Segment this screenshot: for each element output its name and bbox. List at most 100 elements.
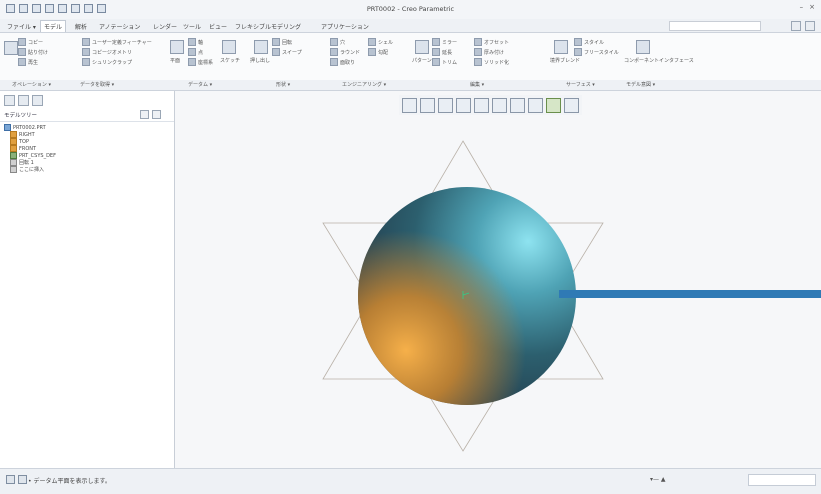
extrude-icon[interactable] (254, 40, 268, 54)
zoom-in-icon[interactable] (420, 97, 435, 113)
group-engineering[interactable]: エンジニアリング ▾ (342, 82, 387, 88)
shrinkwrap-button[interactable]: シュリンクラップ (82, 58, 132, 66)
view-manager-icon[interactable] (510, 97, 525, 113)
tree-show-icon[interactable] (152, 110, 161, 119)
extend-button[interactable]: 延長 (432, 48, 452, 56)
group-get-data[interactable]: データを取得 ▾ (80, 82, 115, 88)
group-shapes[interactable]: 形状 ▾ (276, 82, 291, 88)
tab-annotation[interactable]: アノテーション (99, 24, 141, 31)
sphere-model[interactable] (358, 187, 576, 405)
chamfer-button[interactable]: 面取り (330, 58, 355, 66)
axis-button[interactable]: 軸 (188, 38, 203, 46)
tab-tools[interactable]: ツール (183, 24, 202, 31)
minimize-button[interactable]: – (799, 3, 804, 11)
plane-button[interactable]: 平面 (170, 58, 181, 64)
offset-button[interactable]: オフセット (474, 38, 509, 46)
mirror-button[interactable]: ミラー (432, 38, 457, 46)
tab-render[interactable]: レンダー (153, 24, 178, 31)
component-interface-icon[interactable] (636, 40, 650, 54)
save-icon[interactable] (32, 4, 41, 13)
sketch-icon[interactable] (222, 40, 236, 54)
window-title: PRT0002 - Creo Parametric (366, 5, 455, 13)
shell-button[interactable]: シェル (368, 38, 393, 46)
toggle-browser-icon[interactable] (18, 475, 27, 484)
pattern-button[interactable]: パターン (412, 58, 432, 64)
settings-icon[interactable] (805, 21, 815, 31)
group-datum[interactable]: データム ▾ (188, 82, 213, 88)
group-model-intent[interactable]: モデル意図 ▾ (626, 82, 656, 88)
tree-settings-icon[interactable] (140, 110, 149, 119)
plane-icon[interactable] (170, 40, 184, 54)
extend-icon (432, 48, 440, 56)
trim-button[interactable]: トリム (432, 58, 457, 66)
paste-button[interactable]: 貼り付け (18, 48, 48, 56)
model-tree-tab-icon[interactable] (4, 95, 15, 106)
repaint-icon[interactable] (456, 97, 471, 113)
zoom-out-icon[interactable] (438, 97, 453, 113)
regenerate-icon[interactable] (71, 4, 80, 13)
display-style-icon[interactable] (474, 97, 489, 113)
model-viewport (322, 140, 604, 452)
regenerate-button[interactable]: 再生 (18, 58, 38, 66)
group-operations[interactable]: オペレーション ▾ (12, 82, 51, 88)
draft-icon (368, 48, 376, 56)
component-interface-button[interactable]: コンポーネントインタフェース (624, 58, 694, 64)
new-file-icon[interactable] (6, 4, 15, 13)
tree-item-front[interactable]: FRONT (4, 145, 56, 152)
thicken-button[interactable]: 厚み付け (474, 48, 504, 56)
folder-browser-tab-icon[interactable] (18, 95, 29, 106)
tree-item-top[interactable]: TOP (4, 138, 56, 145)
tab-model[interactable]: モデル (40, 20, 67, 32)
ribbon-panel: コピー 貼り付け 再生 ユーザー定義フィーチャー コピージオメトリ シュリンクラ… (0, 33, 821, 81)
round-button[interactable]: ラウンド (330, 48, 360, 56)
search-input[interactable] (669, 21, 761, 31)
close-window-icon[interactable] (97, 4, 106, 13)
copy-geometry-button[interactable]: コピージオメトリ (82, 48, 132, 56)
tree-item-root[interactable]: PRT0002.PRT (4, 124, 56, 131)
annotation-display-icon[interactable] (564, 97, 579, 113)
selection-filter-select[interactable] (748, 474, 816, 486)
tab-applications[interactable]: アプリケーション (321, 24, 369, 31)
redo-icon[interactable] (58, 4, 67, 13)
sweep-button[interactable]: スイープ (272, 48, 302, 56)
help-icon[interactable] (791, 21, 801, 31)
tab-analysis[interactable]: 解析 (75, 24, 88, 31)
group-surfaces[interactable]: サーフェス ▾ (566, 82, 595, 88)
favorites-tab-icon[interactable] (32, 95, 43, 106)
csys-icon (188, 58, 196, 66)
tree-item-csys[interactable]: PRT_CSYS_DEF (4, 152, 56, 159)
udf-button[interactable]: ユーザー定義フィーチャー (82, 38, 152, 46)
tree-item-revolve[interactable]: 回転 1 (4, 159, 56, 166)
datum-display-filters-icon[interactable] (546, 97, 561, 113)
toggle-navigator-icon[interactable] (6, 475, 15, 484)
regenerate-big-icon[interactable] (4, 41, 18, 55)
saved-orientations-icon[interactable] (492, 97, 507, 113)
window-controls: – × (800, 3, 815, 11)
close-button[interactable]: × (809, 3, 815, 11)
tree-item-insert-here[interactable]: ここに挿入 (4, 166, 56, 173)
sketch-button[interactable]: スケッチ (220, 58, 241, 64)
tab-flexible-modeling[interactable]: フレキシブルモデリング (235, 24, 302, 31)
draft-button[interactable]: 勾配 (368, 48, 388, 56)
perspective-view-icon[interactable] (528, 97, 543, 113)
hole-button[interactable]: 穴 (330, 38, 345, 46)
revolve-button[interactable]: 回転 (272, 38, 292, 46)
refit-icon[interactable] (402, 97, 417, 113)
tab-file[interactable]: ファイル ▾ (7, 24, 36, 31)
undo-icon[interactable] (45, 4, 54, 13)
copy-button[interactable]: コピー (18, 38, 43, 46)
pattern-icon[interactable] (415, 40, 429, 54)
extrude-button[interactable]: 押し出し (250, 58, 271, 64)
freestyle-button[interactable]: フリースタイル (574, 48, 619, 56)
tree-item-right[interactable]: RIGHT (4, 131, 56, 138)
point-button[interactable]: 点 (188, 48, 203, 56)
csys-button[interactable]: 座標系 (188, 58, 213, 66)
style-button[interactable]: スタイル (574, 38, 604, 46)
tab-view[interactable]: ビュー (209, 24, 228, 31)
open-file-icon[interactable] (19, 4, 28, 13)
windows-icon[interactable] (84, 4, 93, 13)
group-editing[interactable]: 編集 ▾ (470, 82, 485, 88)
boundary-blend-icon[interactable] (554, 40, 568, 54)
boundary-blend-button[interactable]: 境界ブレンド (550, 58, 581, 64)
solidify-button[interactable]: ソリッド化 (474, 58, 509, 66)
